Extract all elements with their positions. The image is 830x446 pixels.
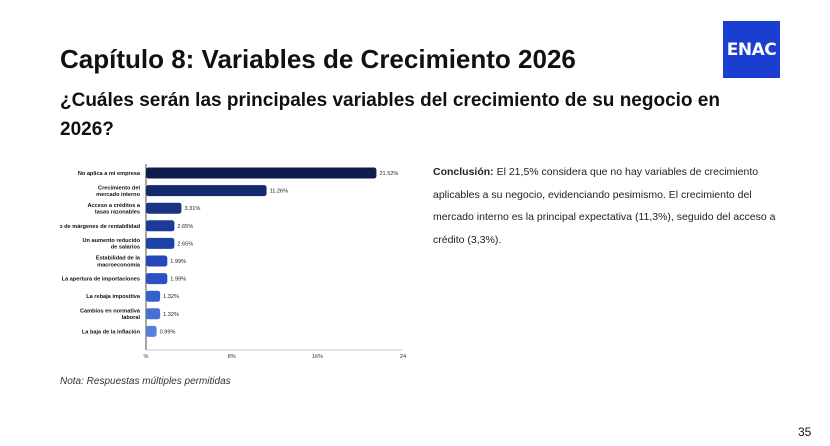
bar [146, 220, 175, 232]
conclusion-body: El 21,5% considera que no hay variables … [433, 166, 776, 246]
value-label: 2.65% [177, 224, 193, 230]
value-label: 0.99% [160, 329, 176, 335]
x-tick-label: 16% [312, 354, 323, 360]
value-label: 1.99% [170, 259, 186, 265]
value-label: 1.99% [170, 277, 186, 283]
value-label: 21.52% [379, 171, 398, 177]
category-label: Aumento de márgenes de rentabilidad [60, 224, 141, 230]
bar [146, 167, 377, 179]
page-number: 35 [798, 425, 812, 439]
value-label: 11.26% [270, 189, 289, 195]
bar [146, 290, 161, 302]
value-label: 2.65% [177, 241, 193, 247]
value-label: 1.32% [163, 294, 179, 300]
x-tick-label: 24 [400, 354, 406, 360]
bar [146, 308, 161, 320]
category-label: Acceso a créditos a tasas razonables [87, 203, 140, 216]
x-tick-label: 8% [228, 354, 236, 360]
bar-chart: No aplica a mi empresa 21.52% Crecimiento … [60, 164, 406, 360]
conclusion-text: Conclusión: El 21,5% considera que no ha… [433, 161, 783, 251]
x-tick-label: % [144, 354, 149, 360]
bar [146, 202, 182, 214]
category-label: La apertura de importaciones [62, 277, 140, 283]
page-subtitle: ¿Cuáles serán las principales variables … [60, 90, 720, 140]
footnote: Nota: Respuestas múltiples permitidas [60, 376, 231, 387]
bar [146, 325, 157, 337]
conclusion-label: Conclusión: [433, 166, 494, 178]
bar [146, 237, 175, 249]
value-label: 3.31% [184, 206, 200, 212]
category-label: La rebaja impositiva [86, 294, 141, 300]
bar [146, 273, 168, 285]
bar [146, 255, 168, 267]
value-label: 1.32% [163, 312, 179, 318]
bar [146, 185, 267, 197]
page-title: Capítulo 8: Variables de Crecimiento 202… [60, 44, 576, 74]
category-label: No aplica a mi empresa [78, 171, 141, 177]
category-label: Estabilidad de la macroeconomía [96, 256, 141, 269]
category-label: Crecimiento del mercado interno [96, 185, 140, 198]
enac-logo: ENAC [723, 21, 780, 78]
category-label: Un aumento reducido de salarios [83, 238, 141, 251]
category-label: La baja de la inflación [82, 329, 141, 335]
category-label: Cambios en normativa laboral [80, 309, 141, 322]
